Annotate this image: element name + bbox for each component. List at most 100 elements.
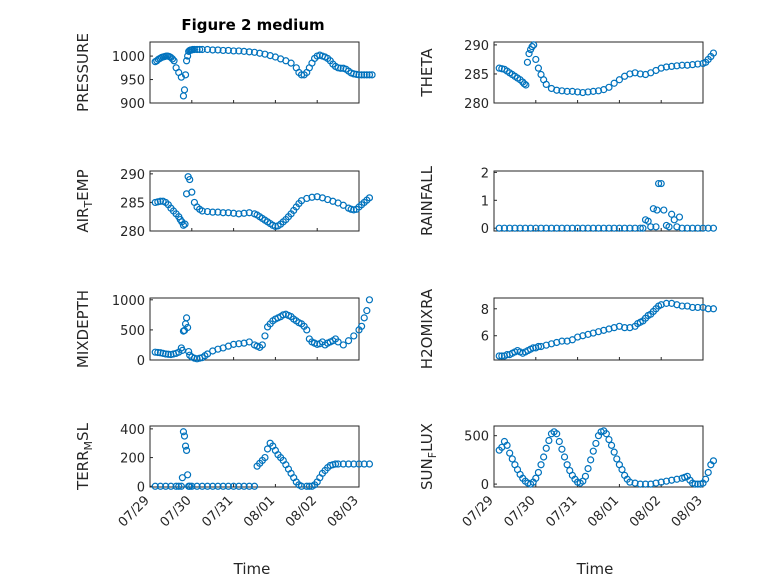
data-point — [521, 224, 529, 232]
y-axis-label: TERRMSL — [74, 422, 95, 491]
data-point — [673, 475, 681, 483]
subplot-8: 0 500 07/29 07/30 07/31 08/01 08/02 08/03 SUNFLU… — [418, 423, 718, 530]
data-point — [360, 314, 368, 322]
data-point — [545, 436, 553, 445]
y-tick-label: 200 — [120, 452, 145, 467]
axes-box — [493, 425, 704, 488]
data-point — [683, 61, 691, 69]
data-point — [203, 482, 212, 490]
data-point — [256, 49, 264, 57]
subplot-1: 900 950 1000 PRESSURE — [74, 33, 376, 112]
subplot-3: 280 285 290 AIRTEMP — [74, 168, 374, 240]
data-point — [344, 460, 353, 468]
data-point — [170, 57, 178, 65]
data-point — [563, 87, 571, 95]
data-point — [589, 87, 597, 95]
y-tick-label: 950 — [120, 74, 145, 89]
data-point — [334, 338, 342, 346]
data-point — [540, 453, 548, 461]
data-point — [235, 340, 243, 348]
data-point — [694, 60, 702, 68]
data-point — [177, 482, 185, 490]
data-point — [639, 224, 647, 232]
data-point — [607, 441, 616, 449]
subplot-5: 0 500 1000 MIXDEPTH — [74, 290, 374, 369]
y-tick-label: 0 — [481, 222, 489, 237]
data-point — [532, 55, 540, 64]
data-point — [185, 347, 193, 356]
data-point — [350, 332, 358, 340]
data-point — [182, 314, 191, 322]
data-point — [610, 224, 618, 232]
data-point — [605, 435, 613, 444]
data-point — [530, 41, 538, 49]
data-point — [245, 338, 253, 346]
data-point — [258, 341, 266, 349]
data-point — [331, 460, 340, 468]
y-label-rest: EMP — [74, 169, 92, 200]
data-point — [523, 58, 532, 66]
data-point — [704, 305, 712, 313]
data-point — [511, 224, 519, 232]
data-point — [219, 482, 227, 490]
y-tick-label: 280 — [464, 97, 489, 112]
y-tick-label: 1 — [481, 194, 489, 209]
data-point — [665, 223, 673, 231]
y-tick-label: 285 — [120, 196, 145, 211]
data-point — [589, 447, 597, 455]
data-point — [508, 455, 516, 463]
y-label-subscript: M — [82, 441, 95, 451]
data-point — [186, 175, 194, 184]
data-point — [235, 47, 243, 55]
x-axis-label-right: Time — [576, 560, 614, 578]
data-point — [164, 350, 172, 358]
data-point — [363, 307, 371, 315]
data-point — [181, 71, 190, 79]
y-tick-label: 0 — [481, 478, 489, 493]
data-point — [522, 81, 530, 89]
data-point — [287, 59, 295, 67]
y-tick-label: 500 — [120, 324, 145, 339]
data-point — [363, 71, 371, 79]
data-point — [579, 224, 587, 232]
x-tick-label: 07/30 — [158, 493, 195, 530]
data-point — [230, 340, 238, 348]
data-point — [240, 47, 248, 55]
data-point — [528, 43, 536, 51]
data-point — [297, 482, 306, 490]
x-tick-label: 08/01 — [241, 493, 278, 530]
data-point — [694, 303, 702, 312]
x-tick-label: 07/31 — [543, 493, 580, 530]
data-point — [355, 460, 363, 468]
data-point — [368, 71, 376, 79]
data-point — [151, 482, 159, 490]
data-point — [568, 224, 576, 232]
data-point — [618, 465, 626, 474]
data-point — [203, 350, 212, 358]
data-point — [360, 460, 368, 468]
data-point — [358, 71, 366, 79]
data-point — [660, 206, 668, 214]
data-point — [156, 482, 165, 490]
data-point — [178, 474, 186, 482]
data-point — [626, 224, 634, 232]
data-point — [573, 88, 582, 96]
data-point — [534, 64, 543, 72]
data-point — [162, 482, 170, 490]
data-point — [621, 224, 629, 232]
data-point — [180, 432, 189, 440]
data-point — [209, 208, 217, 216]
data-point — [184, 471, 192, 479]
data-point — [203, 45, 212, 54]
y-tick-label: 285 — [464, 68, 489, 83]
data-point — [636, 480, 644, 488]
data-point — [694, 224, 702, 232]
data-point — [214, 46, 222, 54]
data-point — [193, 45, 201, 54]
data-point — [610, 79, 618, 87]
y-label-subscript: F — [426, 452, 439, 458]
data-point — [584, 88, 592, 96]
data-point — [224, 482, 232, 490]
data-point — [709, 224, 718, 232]
